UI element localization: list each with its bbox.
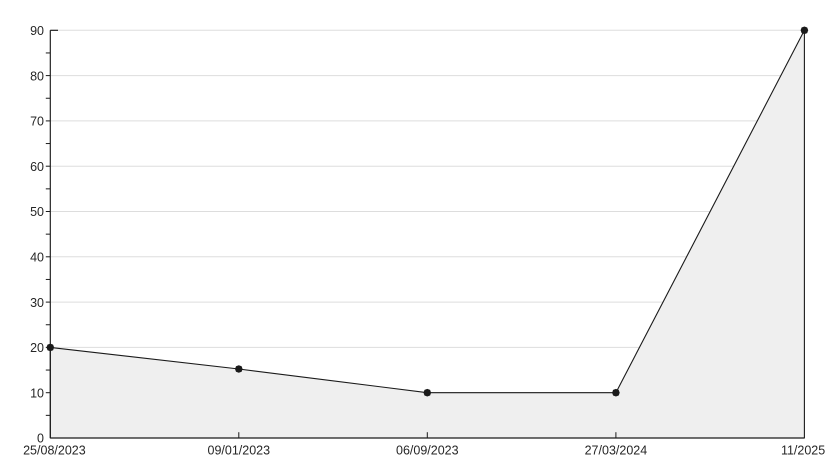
svg-text:40: 40 [30,251,44,265]
svg-text:50: 50 [30,205,44,219]
svg-text:25/08/2023: 25/08/2023 [23,444,86,458]
svg-text:20: 20 [30,341,44,355]
svg-text:80: 80 [30,69,44,83]
svg-text:27/03/2024: 27/03/2024 [585,444,648,458]
svg-text:09/01/2023: 09/01/2023 [208,444,271,458]
svg-text:11/2025: 11/2025 [781,444,825,458]
svg-text:30: 30 [30,296,44,310]
svg-text:90: 90 [30,24,44,38]
svg-text:10: 10 [30,386,44,400]
svg-text:60: 60 [30,160,44,174]
svg-text:70: 70 [30,115,44,129]
svg-text:06/09/2023: 06/09/2023 [396,444,459,458]
